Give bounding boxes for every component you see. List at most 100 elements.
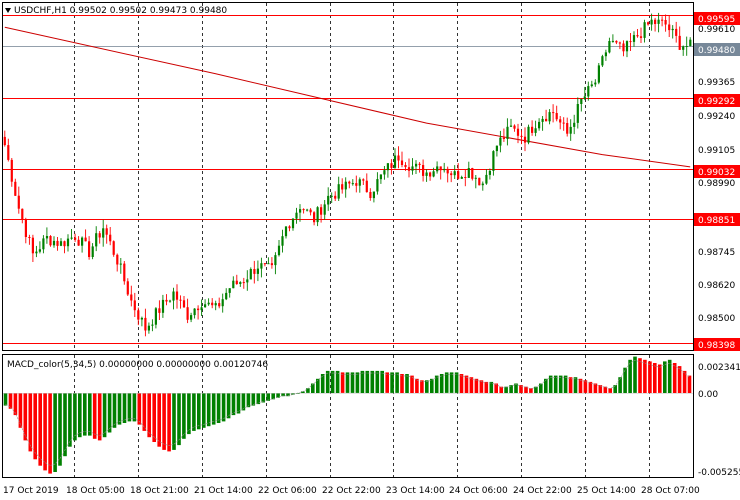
candle-body [369, 192, 372, 198]
macd-bar [385, 372, 389, 393]
candle-body [277, 245, 281, 256]
candle-body [109, 234, 112, 242]
time-tick: 18 Oct 05:00 [66, 486, 125, 496]
candle-body [625, 41, 629, 52]
macd-bar [658, 364, 662, 393]
macd-bar [197, 393, 201, 430]
macd-bar [603, 386, 608, 393]
macd-bar [216, 393, 221, 423]
macd-bar [23, 393, 28, 441]
macd-bar [390, 372, 394, 393]
candle-body [390, 163, 393, 168]
candle-body [583, 96, 586, 99]
candle-body [281, 236, 284, 246]
level-label: 0.98851 [698, 216, 735, 226]
collapse-triangle-icon[interactable] [5, 8, 11, 13]
macd-bar [410, 375, 414, 393]
macd-bar [172, 393, 176, 450]
candle-body [246, 279, 249, 283]
macd-bar [137, 393, 142, 425]
candle-body [299, 209, 302, 213]
macd-bar [548, 375, 553, 393]
macd-bar [231, 393, 236, 416]
candle-body [397, 155, 400, 161]
candle-body [295, 212, 298, 219]
macd-bar [345, 372, 350, 393]
candle-body [323, 204, 326, 215]
candle-body [418, 163, 421, 165]
macd-bar [524, 386, 528, 393]
macd-bar [335, 370, 340, 393]
price-tick: 0.99105 [698, 146, 735, 156]
macd-bar [206, 393, 211, 427]
candle-body [119, 263, 122, 265]
macd-bar [63, 393, 67, 457]
candle-body [576, 104, 579, 123]
macd-bar [474, 378, 479, 393]
candle-body [506, 126, 509, 139]
candle-body [639, 36, 643, 38]
candle-body [291, 218, 295, 229]
candle-body [218, 303, 221, 307]
macd-bar [355, 372, 360, 393]
macd-bar [117, 393, 122, 425]
level-label-box [694, 165, 740, 178]
macd-bar [509, 385, 513, 393]
candle-body [601, 56, 604, 66]
candle-body [56, 240, 59, 246]
macd-bar [588, 381, 593, 393]
candle-body [66, 238, 70, 247]
macd-bar [122, 393, 127, 423]
macd-bar [598, 385, 603, 393]
candle-body [376, 179, 379, 192]
candle-body [7, 145, 10, 160]
macd-bar [311, 383, 315, 393]
level-label-box [694, 12, 740, 25]
macd-bar [534, 386, 538, 393]
macd-bar [330, 370, 335, 393]
time-tick: 22 Oct 22:00 [322, 486, 381, 496]
macd-signal-line [5, 359, 690, 466]
macd-bar [127, 393, 132, 422]
macd-bar [192, 393, 196, 431]
price-tick: 0.99610 [698, 25, 735, 35]
time-tick: 24 Oct 06:00 [449, 486, 508, 496]
candle-body [647, 22, 650, 25]
macd-bar [434, 375, 439, 393]
candle-body [566, 123, 569, 134]
candle-body [306, 209, 309, 211]
candle-body [393, 155, 397, 168]
candle-body [211, 302, 214, 306]
macd-bar [638, 358, 642, 393]
macd-bar [682, 370, 687, 393]
current-price-label: 0.99480 [698, 46, 735, 56]
macd-bar [618, 377, 622, 393]
macd-bar [365, 370, 370, 393]
candle-body [221, 299, 224, 307]
candle-body [499, 137, 502, 146]
candle-body [42, 238, 45, 250]
macd-bar [107, 393, 112, 433]
candle-body [3, 136, 6, 146]
candle-body [429, 172, 432, 177]
candle-body [284, 226, 288, 237]
macd-bar [187, 393, 191, 435]
candle-body [355, 183, 358, 186]
candle-body [622, 43, 625, 52]
macd-bar [306, 388, 310, 393]
candle-body [161, 299, 165, 313]
macd-bar [28, 393, 33, 452]
macd-bar [68, 393, 72, 447]
candle-body [562, 122, 565, 124]
candle-body [165, 299, 168, 302]
candle-body [545, 118, 548, 122]
macd-bar [157, 393, 161, 447]
candle-body [689, 39, 692, 46]
macd-bar [544, 378, 548, 393]
macd-bar [449, 372, 454, 393]
candle-body [678, 35, 681, 50]
candle-body [618, 42, 621, 44]
candle-body [446, 168, 449, 174]
macd-bar [583, 380, 588, 393]
price-tick: 0.98620 [698, 281, 735, 291]
